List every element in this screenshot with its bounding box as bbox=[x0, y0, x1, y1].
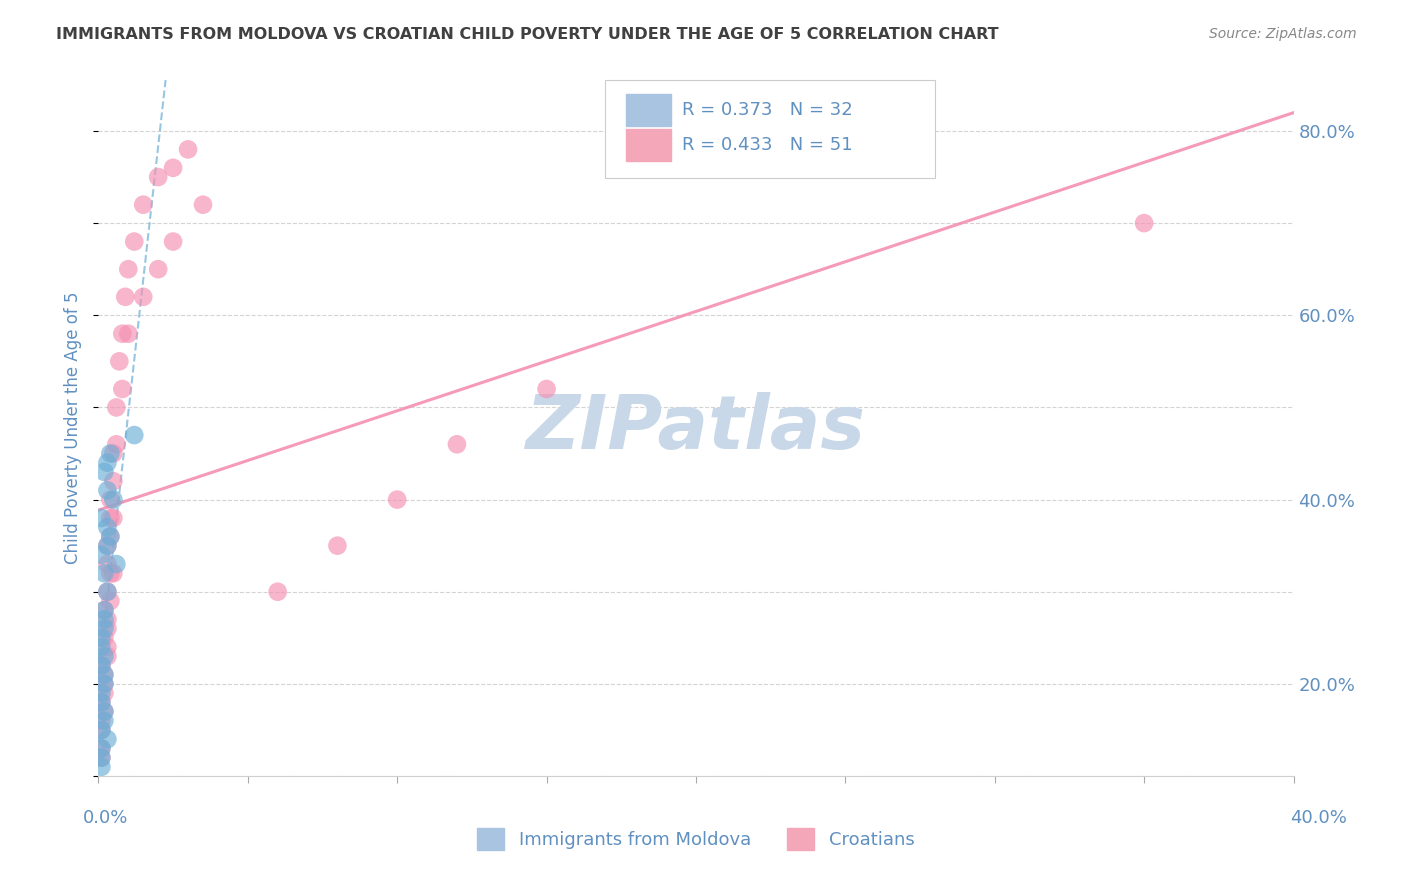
Y-axis label: Child Poverty Under the Age of 5: Child Poverty Under the Age of 5 bbox=[65, 292, 83, 565]
Point bbox=[96, 483, 118, 498]
Point bbox=[124, 428, 146, 442]
Point bbox=[98, 511, 122, 525]
Point bbox=[90, 750, 112, 764]
Point bbox=[108, 354, 131, 368]
Point bbox=[148, 169, 170, 184]
Point bbox=[117, 262, 139, 277]
Point bbox=[98, 529, 122, 543]
Point bbox=[1133, 216, 1156, 230]
Point bbox=[93, 677, 115, 691]
Point bbox=[93, 603, 115, 617]
Point bbox=[96, 456, 118, 470]
Point bbox=[93, 677, 115, 691]
Point bbox=[98, 594, 122, 608]
Point bbox=[93, 603, 115, 617]
Point bbox=[96, 612, 118, 626]
Point bbox=[162, 235, 184, 249]
Point bbox=[98, 566, 122, 581]
Point bbox=[111, 382, 134, 396]
Point bbox=[536, 382, 558, 396]
Point bbox=[162, 161, 184, 175]
Point bbox=[90, 723, 112, 737]
Point bbox=[96, 520, 118, 534]
Text: ZIPatlas: ZIPatlas bbox=[526, 392, 866, 465]
Point bbox=[177, 142, 200, 156]
Point bbox=[90, 640, 112, 654]
Point bbox=[90, 695, 112, 709]
Point bbox=[93, 667, 115, 681]
Point bbox=[132, 197, 155, 211]
Point bbox=[96, 622, 118, 636]
Point bbox=[446, 437, 468, 451]
Point bbox=[93, 686, 115, 700]
Point bbox=[93, 705, 115, 719]
Point bbox=[103, 474, 125, 488]
Point bbox=[96, 732, 118, 747]
Point bbox=[90, 511, 112, 525]
Point bbox=[90, 686, 112, 700]
Point bbox=[90, 631, 112, 645]
Point bbox=[124, 235, 146, 249]
Point bbox=[90, 714, 112, 728]
Point bbox=[93, 714, 115, 728]
Point bbox=[98, 446, 122, 460]
Text: R = 0.433   N = 51: R = 0.433 N = 51 bbox=[682, 136, 852, 154]
Point bbox=[96, 584, 118, 599]
Point bbox=[93, 667, 115, 681]
Point bbox=[96, 539, 118, 553]
Point bbox=[90, 658, 112, 673]
Point bbox=[90, 695, 112, 709]
Point bbox=[117, 326, 139, 341]
Point bbox=[93, 705, 115, 719]
Point bbox=[96, 584, 118, 599]
Point bbox=[326, 539, 349, 553]
Point bbox=[93, 631, 115, 645]
Point bbox=[103, 566, 125, 581]
Point bbox=[90, 760, 112, 774]
Text: 0.0%: 0.0% bbox=[83, 809, 128, 827]
Point bbox=[90, 658, 112, 673]
Text: Source: ZipAtlas.com: Source: ZipAtlas.com bbox=[1209, 27, 1357, 41]
Point bbox=[267, 584, 290, 599]
Point bbox=[93, 465, 115, 479]
Point bbox=[90, 741, 112, 756]
Point bbox=[93, 649, 115, 664]
Point bbox=[90, 548, 112, 562]
Point bbox=[90, 750, 112, 764]
Point bbox=[93, 566, 115, 581]
Point bbox=[96, 557, 118, 571]
Point bbox=[114, 290, 136, 304]
Text: R = 0.373   N = 32: R = 0.373 N = 32 bbox=[682, 101, 852, 119]
Point bbox=[96, 649, 118, 664]
Point bbox=[93, 612, 115, 626]
Point bbox=[385, 492, 409, 507]
Point bbox=[105, 401, 128, 415]
Point bbox=[105, 557, 128, 571]
Point bbox=[132, 290, 155, 304]
Point bbox=[103, 511, 125, 525]
Point bbox=[96, 539, 118, 553]
Point bbox=[111, 326, 134, 341]
Point bbox=[98, 529, 122, 543]
Text: IMMIGRANTS FROM MOLDOVA VS CROATIAN CHILD POVERTY UNDER THE AGE OF 5 CORRELATION: IMMIGRANTS FROM MOLDOVA VS CROATIAN CHIL… bbox=[56, 27, 998, 42]
Point bbox=[90, 723, 112, 737]
Point bbox=[98, 492, 122, 507]
Point bbox=[148, 262, 170, 277]
Point bbox=[90, 741, 112, 756]
Point bbox=[96, 640, 118, 654]
Legend: Immigrants from Moldova, Croatians: Immigrants from Moldova, Croatians bbox=[470, 821, 922, 857]
Point bbox=[103, 446, 125, 460]
Point bbox=[93, 622, 115, 636]
Point bbox=[103, 492, 125, 507]
Point bbox=[191, 197, 214, 211]
Point bbox=[105, 437, 128, 451]
Text: 40.0%: 40.0% bbox=[1291, 809, 1347, 827]
